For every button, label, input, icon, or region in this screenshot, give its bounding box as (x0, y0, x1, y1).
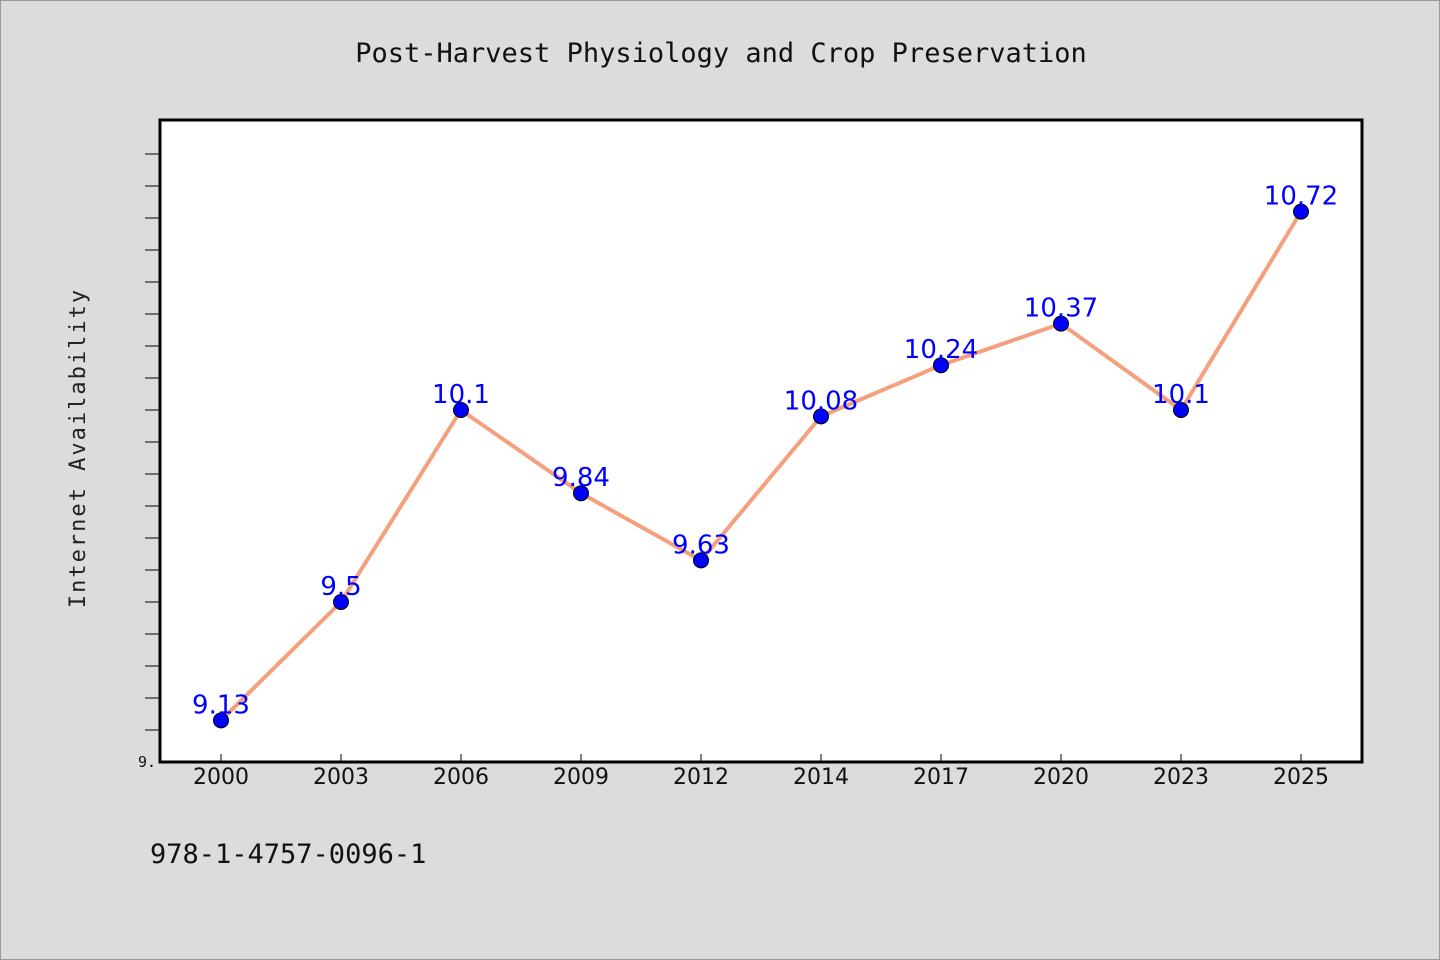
data-point-2006 (453, 402, 469, 418)
x-tick-label-2006: 2006 (433, 765, 489, 790)
data-value-labels: 9.13 9.5 10.1 9.84 9.63 10.08 10.24 10.37 10.1 10… (192, 182, 1338, 721)
data-point-2000 (213, 712, 229, 729)
x-axis-tick-labels: 2000 2003 2006 2009 2012 2014 2017 2020 2023 2025 (193, 765, 1329, 790)
x-tick-label-2023: 2023 (1153, 765, 1209, 790)
chart-title: Post-Harvest Physiology and Crop Preserv… (355, 38, 1087, 69)
x-tick-label-2009: 2009 (553, 765, 609, 790)
data-label-2023: 10.1 (1152, 380, 1210, 410)
x-axis-ticks (220, 754, 1302, 762)
data-point-2025 (1293, 203, 1309, 220)
series-line-0 (219, 209, 1303, 723)
data-label-2000: 9.13 (192, 690, 250, 720)
data-point-2014 (813, 408, 829, 425)
x-tick-label-2017: 2017 (913, 765, 969, 790)
isbn-footer: 978-1-4757-0096-1 (150, 839, 426, 870)
data-label-2020: 10.37 (1024, 294, 1098, 324)
data-point-2017 (933, 357, 949, 374)
x-tick-label-2012: 2012 (673, 765, 729, 790)
data-point-2003 (333, 594, 349, 610)
x-tick-label-2014: 2014 (793, 765, 849, 790)
y-axis-ticks (145, 153, 160, 731)
data-label-2017: 10.24 (904, 335, 978, 365)
series-markers (213, 203, 1309, 729)
data-label-2012: 9.63 (672, 530, 730, 560)
x-tick-label-2025: 2025 (1273, 765, 1329, 790)
y-tick-label-0: 9. (138, 753, 156, 771)
data-label-2014: 10.08 (784, 386, 858, 416)
data-point-2009 (573, 485, 589, 502)
x-tick-label-2000: 2000 (193, 765, 249, 790)
plot-area (158, 118, 1364, 764)
y-axis-label: Internet Availability (66, 288, 91, 608)
data-label-2025: 10.72 (1264, 182, 1338, 212)
data-point-2023 (1173, 402, 1189, 418)
data-point-2020 (1053, 315, 1069, 332)
data-point-2012 (693, 552, 709, 569)
x-tick-label-2003: 2003 (313, 765, 369, 790)
data-label-2003: 9.5 (320, 572, 361, 602)
series-lines (219, 209, 1303, 723)
y-axis-tick-labels: 9. (138, 753, 156, 771)
data-label-2009: 9.84 (552, 463, 610, 493)
data-label-2006: 10.1 (432, 380, 490, 410)
x-tick-label-2020: 2020 (1033, 765, 1089, 790)
